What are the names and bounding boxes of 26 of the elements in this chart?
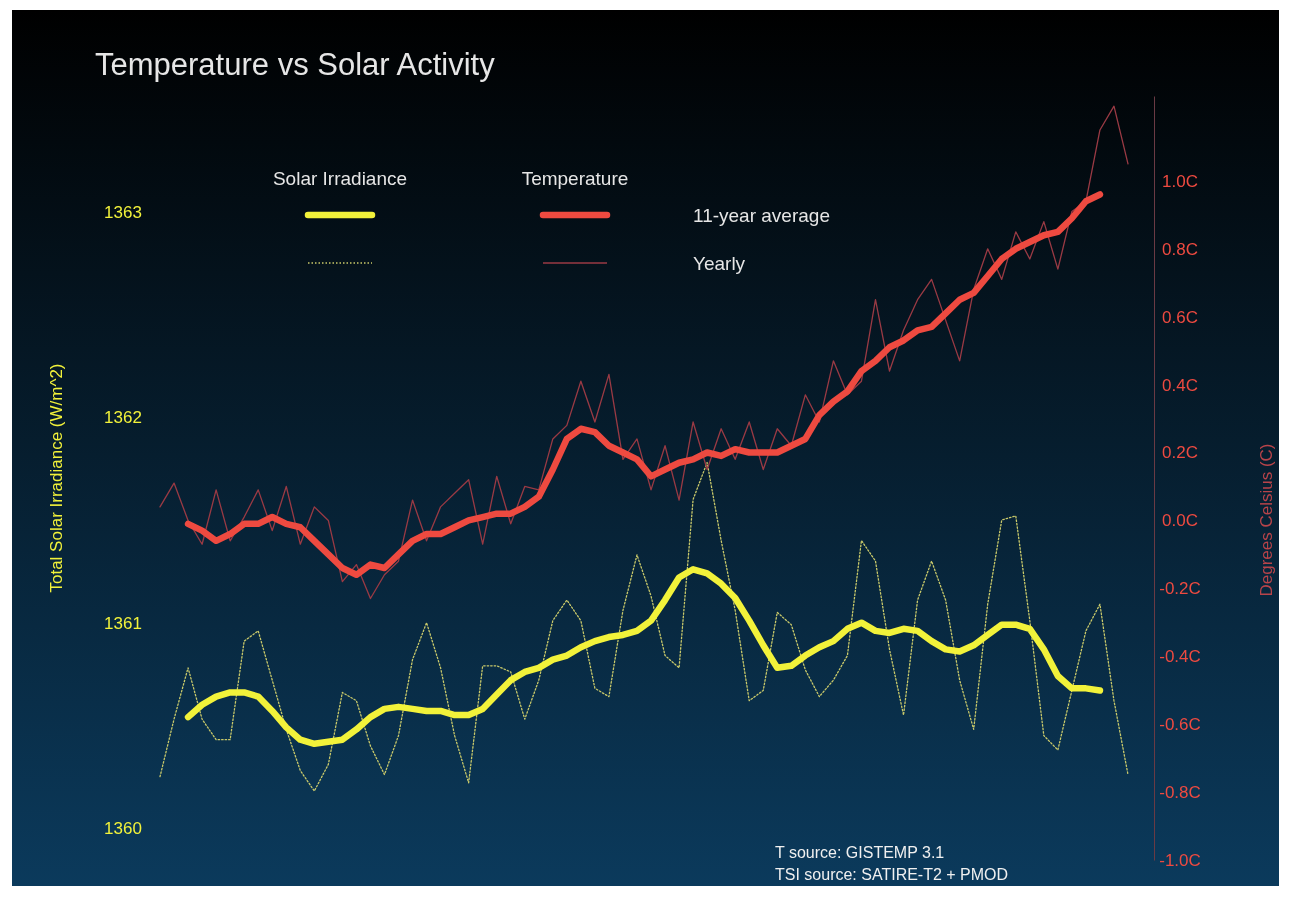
y2-axis-title: Degrees Celsius (C) xyxy=(1257,443,1276,597)
annotation: Yearly xyxy=(693,253,746,274)
y2-tick-label: 0.4C xyxy=(1162,375,1198,395)
text: Temperature xyxy=(521,168,629,189)
y2-tick-label: 0.0C xyxy=(1162,511,1198,531)
y2-tick-label: -0.4C xyxy=(1159,647,1201,667)
line-series xyxy=(159,461,1129,792)
y-tick-label: 1360 xyxy=(104,818,142,838)
y2-tick-label: -0.8C xyxy=(1159,783,1201,803)
y2-tick-label: 1.0C xyxy=(1162,171,1198,191)
y-axis-title: Total Solar Irradiance (W/m^2) xyxy=(47,363,66,593)
y-tick-label: 1361 xyxy=(104,613,142,633)
y2-tick-label: 0.2C xyxy=(1162,443,1198,463)
y-tick-label: 1362 xyxy=(104,408,142,428)
y2-tick-label: -0.6C xyxy=(1159,715,1201,735)
chart-title: Temperature vs Solar Activity xyxy=(95,47,496,82)
text: T source: GISTEMP 3.1 xyxy=(775,844,945,861)
annotation: 11-year average xyxy=(693,205,830,226)
y2-tick-label: 0.8C xyxy=(1162,239,1198,259)
y2-tick-label: -1.0C xyxy=(1159,850,1201,870)
y2-tick-label: 0.6C xyxy=(1162,307,1198,327)
line-series xyxy=(159,105,1129,600)
text: TSI source: SATIRE-T2 + PMOD xyxy=(775,866,1009,883)
y2-tick-label: -0.2C xyxy=(1159,579,1201,599)
text: Solar Irradiance xyxy=(272,168,408,189)
y-tick-label: 1363 xyxy=(104,202,142,222)
